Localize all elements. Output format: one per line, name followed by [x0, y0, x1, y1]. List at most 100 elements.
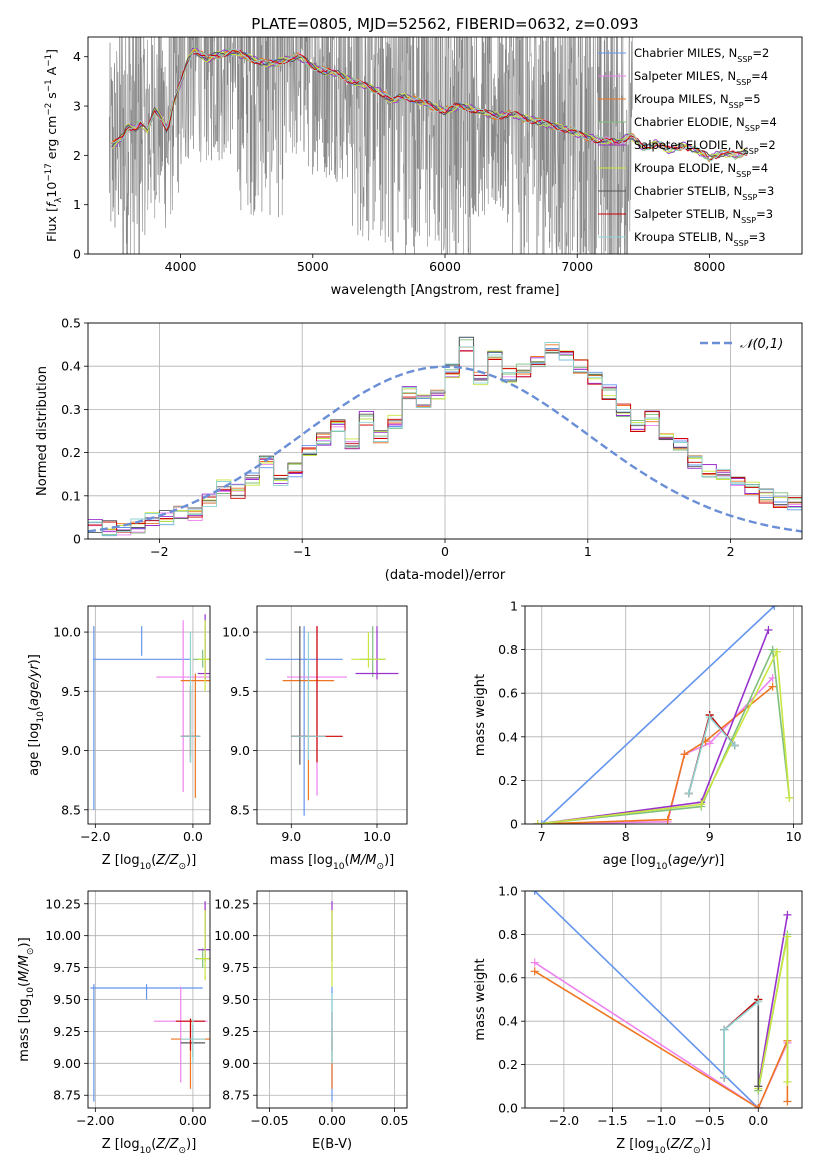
panel-mass-vs-EBV: −0.05 0.00 0.05 8.75 9.00 9.25 9.50 9.75 10.00 10…: [214, 890, 409, 1152]
x-tick-label: 8000: [694, 259, 726, 274]
y-tick-label: 0.2: [61, 445, 81, 460]
x-tick-label: 9.0: [281, 829, 301, 844]
model-curve: [111, 48, 748, 162]
x-tick-label: 1: [584, 544, 592, 559]
data-point: [533, 820, 542, 824]
y-tick-label: 9.00: [53, 1056, 81, 1071]
legend-label: Chabrier STELIB, NSSP=3: [634, 184, 774, 202]
y-tick-label: 1: [510, 599, 518, 614]
x-tick-label: 0: [441, 544, 449, 559]
y-tick-label: 0.0: [498, 1101, 518, 1116]
plot-area: [525, 606, 802, 824]
y-tick-label: 0.6: [498, 686, 518, 701]
legend-label: Chabrier ELODIE, NSSP=4: [634, 115, 777, 133]
axes-frame: [87, 36, 803, 255]
series-line: [537, 646, 791, 824]
y-tick-label: 1: [73, 197, 81, 212]
y-axis-label: age [log10(age/yr)]: [27, 654, 46, 776]
plot-content: [530, 891, 792, 1108]
panel-mass-weight-vs-Z: −2.0 −1.5 −1.0 −0.5 0.0 0.0 0.2 0.4 0.6 0.8 1.0 Z […: [473, 884, 803, 1156]
data-point: [680, 750, 689, 759]
plot-content: [92, 614, 210, 810]
y-tick-label: 10.25: [214, 896, 250, 911]
y-tick-label: 9.50: [222, 992, 250, 1007]
x-axis-label: wavelength [Angstrom, rest frame]: [331, 283, 560, 298]
legend-label: Salpeter MILES, NSSP=4: [634, 69, 768, 87]
series-line: [537, 648, 791, 824]
y-axis-label: mass [log10(M/M⊙)]: [17, 937, 36, 1061]
x-tick-label: 7000: [561, 259, 593, 274]
legend-label: Salpeter ELODIE, NSSP=2: [634, 138, 776, 156]
x-tick-label: 0.05: [381, 1113, 409, 1128]
data-point: [705, 739, 714, 748]
normal-curve: [88, 365, 802, 533]
data-spectrum: [108, 37, 634, 254]
axes-frame: [87, 890, 211, 1109]
y-tick-label: 8.75: [222, 1088, 250, 1103]
x-tick-label: 6000: [429, 259, 461, 274]
y-tick-label: 0: [510, 817, 518, 832]
data-point: [530, 967, 539, 976]
x-tick-label: −2.0: [80, 829, 110, 844]
y-axis-label: mass weight: [473, 674, 488, 756]
y-tick-label: 8.75: [53, 1088, 81, 1103]
x-tick-label: 0.0: [748, 1113, 768, 1128]
x-tick-label: 8: [622, 829, 630, 844]
plot-content: [90, 901, 210, 1102]
y-tick-label: 10.00: [214, 928, 250, 943]
data-point: [783, 910, 792, 919]
legend-label: Kroupa MILES, NSSP=5: [634, 92, 761, 110]
y-tick-label: 10.0: [53, 625, 81, 640]
x-tick-label: 2: [727, 544, 735, 559]
data-point: [783, 1097, 792, 1106]
data-point: [783, 1077, 792, 1086]
x-tick-label: 0.00: [318, 1113, 346, 1128]
y-tick-label: 0.4: [498, 1014, 518, 1029]
plot-content: [88, 336, 802, 537]
data-point: [705, 713, 714, 722]
legend-label: Kroupa ELODIE, NSSP=4: [634, 161, 768, 179]
y-tick-label: 0.2: [498, 773, 518, 788]
data-point: [764, 625, 773, 634]
y-tick-label: 9.75: [222, 960, 250, 975]
x-axis-label: Z [log10(Z/Z⊙)]: [616, 1137, 711, 1156]
panel-mass-vs-Z: −2.00 0.00 8.75 9.00 9.25 9.50 9.75 10.00 10.25 Z…: [17, 890, 211, 1156]
data-point: [663, 815, 672, 824]
series-line: [541, 606, 775, 824]
y-tick-label: 1.0: [498, 884, 518, 899]
plot-area: [257, 606, 407, 824]
x-axis-label: (data-model)/error: [385, 568, 506, 583]
data-point: [768, 682, 777, 691]
x-tick-label: 0.0: [183, 829, 203, 844]
y-tick-label: 10.0: [222, 625, 250, 640]
y-axis-label: mass weight: [473, 958, 488, 1040]
y-tick-label: 10.00: [45, 928, 81, 943]
panel-mass-weight-vs-age: 7 8 9 10 0 0.2 0.4 0.6 0.8 1 age [log10(age/yr)] ma…: [473, 599, 803, 872]
y-tick-label: 0.3: [61, 402, 81, 417]
model-curve: [111, 47, 748, 159]
plot-area: [88, 606, 210, 824]
data-point: [530, 891, 539, 895]
x-axis-label: age [log10(age/yr)]: [603, 853, 725, 872]
data-point: [697, 800, 706, 809]
x-axis-label: E(B-V): [312, 1137, 352, 1152]
y-tick-label: 9.5: [230, 684, 250, 699]
legend: Chabrier MILES, NSSP=2 Salpeter MILES, NS…: [598, 46, 777, 248]
model-curve: [111, 49, 748, 161]
y-tick-label: 0.2: [498, 1057, 518, 1072]
y-tick-label: 8.5: [61, 802, 81, 817]
y-tick-label: 0.8: [498, 642, 518, 657]
data-point: [770, 606, 779, 610]
y-tick-label: 3: [73, 99, 81, 114]
y-tick-label: 9.75: [53, 960, 81, 975]
y-tick-label: 0: [73, 247, 81, 262]
data-point: [684, 789, 693, 798]
series-line: [757, 914, 789, 1087]
data-point: [783, 932, 792, 941]
histogram-series: [88, 342, 802, 536]
series-line: [534, 891, 759, 1108]
data-point: [754, 1082, 763, 1091]
plot-content: [533, 606, 794, 824]
y-tick-label: 9.0: [61, 743, 81, 758]
